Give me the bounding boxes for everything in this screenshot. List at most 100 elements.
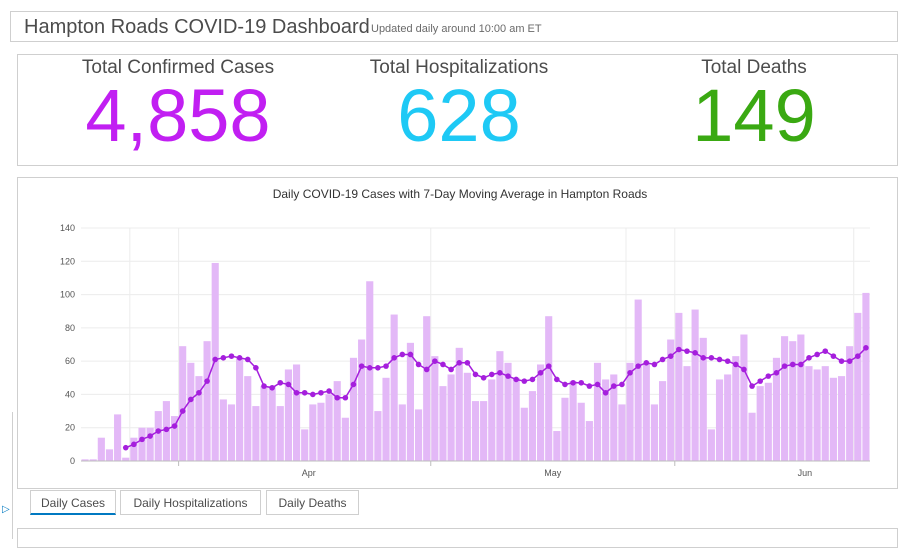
bar[interactable] bbox=[309, 404, 317, 461]
moving-average-point[interactable] bbox=[383, 363, 389, 369]
moving-average-point[interactable] bbox=[846, 358, 853, 364]
bar[interactable] bbox=[593, 362, 602, 461]
moving-average-point[interactable] bbox=[529, 376, 536, 383]
moving-average-point[interactable] bbox=[854, 353, 861, 359]
bar[interactable] bbox=[236, 357, 244, 461]
bar[interactable] bbox=[431, 356, 439, 461]
bar[interactable] bbox=[659, 381, 667, 461]
moving-average-point[interactable] bbox=[456, 360, 463, 366]
moving-average-point[interactable] bbox=[212, 356, 219, 363]
bar[interactable] bbox=[358, 339, 366, 461]
bar[interactable] bbox=[626, 362, 634, 461]
moving-average-point[interactable] bbox=[171, 423, 178, 429]
moving-average-point[interactable] bbox=[814, 351, 820, 358]
bar[interactable] bbox=[114, 414, 122, 461]
moving-average-point[interactable] bbox=[749, 383, 755, 389]
moving-average-point[interactable] bbox=[334, 394, 341, 401]
moving-average-point[interactable] bbox=[399, 351, 406, 358]
tab-daily-deaths[interactable]: Daily Deaths bbox=[266, 490, 359, 515]
bar[interactable] bbox=[846, 346, 854, 461]
moving-average-point[interactable] bbox=[155, 428, 162, 434]
bar[interactable] bbox=[699, 337, 707, 461]
moving-average-point[interactable] bbox=[147, 433, 153, 439]
moving-average-point[interactable] bbox=[196, 389, 202, 396]
moving-average-point[interactable] bbox=[789, 361, 796, 368]
moving-average-point[interactable] bbox=[342, 394, 349, 401]
bar[interactable] bbox=[504, 362, 512, 461]
moving-average-point[interactable] bbox=[732, 361, 739, 368]
moving-average-point[interactable] bbox=[497, 369, 503, 376]
moving-average-point[interactable] bbox=[236, 355, 243, 361]
bar[interactable] bbox=[748, 412, 756, 461]
moving-average-point[interactable] bbox=[366, 365, 373, 371]
moving-average-point[interactable] bbox=[708, 355, 715, 361]
moving-average-point[interactable] bbox=[806, 355, 812, 361]
bar[interactable] bbox=[821, 366, 829, 461]
bar[interactable] bbox=[512, 377, 520, 461]
bar[interactable] bbox=[398, 404, 406, 461]
bar[interactable] bbox=[829, 377, 837, 461]
bar[interactable] bbox=[284, 369, 292, 461]
moving-average-point[interactable] bbox=[554, 376, 560, 383]
moving-average-point[interactable] bbox=[188, 396, 194, 403]
bar[interactable] bbox=[227, 404, 236, 461]
bar[interactable] bbox=[789, 341, 797, 461]
bar[interactable] bbox=[81, 459, 89, 461]
bar[interactable] bbox=[406, 342, 414, 461]
moving-average-point[interactable] bbox=[822, 348, 829, 354]
bar[interactable] bbox=[732, 356, 740, 461]
bar[interactable] bbox=[219, 399, 227, 461]
bar[interactable] bbox=[707, 429, 715, 461]
bar[interactable] bbox=[561, 397, 569, 461]
moving-average-point[interactable] bbox=[619, 381, 625, 388]
bar[interactable] bbox=[471, 401, 480, 461]
moving-average-point[interactable] bbox=[537, 369, 544, 376]
bar[interactable] bbox=[667, 339, 675, 461]
moving-average-point[interactable] bbox=[122, 444, 129, 451]
moving-average-point[interactable] bbox=[773, 369, 780, 376]
moving-average-point[interactable] bbox=[326, 388, 332, 394]
bar[interactable] bbox=[618, 404, 626, 461]
moving-average-point[interactable] bbox=[423, 366, 430, 373]
moving-average-point[interactable] bbox=[285, 381, 292, 388]
moving-average-point[interactable] bbox=[415, 361, 422, 368]
moving-average-point[interactable] bbox=[838, 358, 845, 364]
bar[interactable] bbox=[480, 401, 488, 461]
moving-average-point[interactable] bbox=[578, 379, 585, 386]
bar[interactable] bbox=[301, 429, 309, 461]
bar[interactable] bbox=[317, 402, 325, 461]
moving-average-point[interactable] bbox=[643, 360, 650, 366]
moving-average-point[interactable] bbox=[586, 383, 593, 389]
moving-average-point[interactable] bbox=[163, 426, 170, 433]
moving-average-point[interactable] bbox=[391, 355, 397, 361]
bar[interactable] bbox=[553, 431, 561, 461]
bar[interactable] bbox=[683, 366, 691, 461]
bar[interactable] bbox=[634, 299, 642, 461]
moving-average-point[interactable] bbox=[781, 363, 788, 369]
moving-average-point[interactable] bbox=[407, 351, 414, 358]
moving-average-point[interactable] bbox=[139, 436, 145, 443]
moving-average-point[interactable] bbox=[244, 356, 251, 363]
bar[interactable] bbox=[537, 364, 545, 461]
bar[interactable] bbox=[772, 357, 781, 461]
bar[interactable] bbox=[642, 362, 650, 461]
bar[interactable] bbox=[569, 381, 577, 461]
moving-average-point[interactable] bbox=[472, 371, 479, 378]
bar[interactable] bbox=[333, 381, 341, 461]
moving-average-point[interactable] bbox=[432, 358, 438, 364]
moving-average-point[interactable] bbox=[602, 389, 609, 396]
bar[interactable] bbox=[97, 437, 105, 461]
bar[interactable] bbox=[244, 376, 252, 461]
moving-average-point[interactable] bbox=[440, 361, 446, 368]
moving-average-point[interactable] bbox=[448, 366, 454, 373]
bar[interactable] bbox=[520, 407, 528, 461]
moving-average-point[interactable] bbox=[220, 355, 227, 361]
bar[interactable] bbox=[577, 402, 585, 461]
bar[interactable] bbox=[423, 316, 431, 461]
bar[interactable] bbox=[195, 376, 203, 461]
bar[interactable] bbox=[138, 427, 146, 461]
moving-average-point[interactable] bbox=[627, 369, 633, 376]
bar[interactable] bbox=[545, 316, 553, 461]
bar[interactable] bbox=[813, 369, 821, 461]
bar[interactable] bbox=[862, 292, 870, 461]
